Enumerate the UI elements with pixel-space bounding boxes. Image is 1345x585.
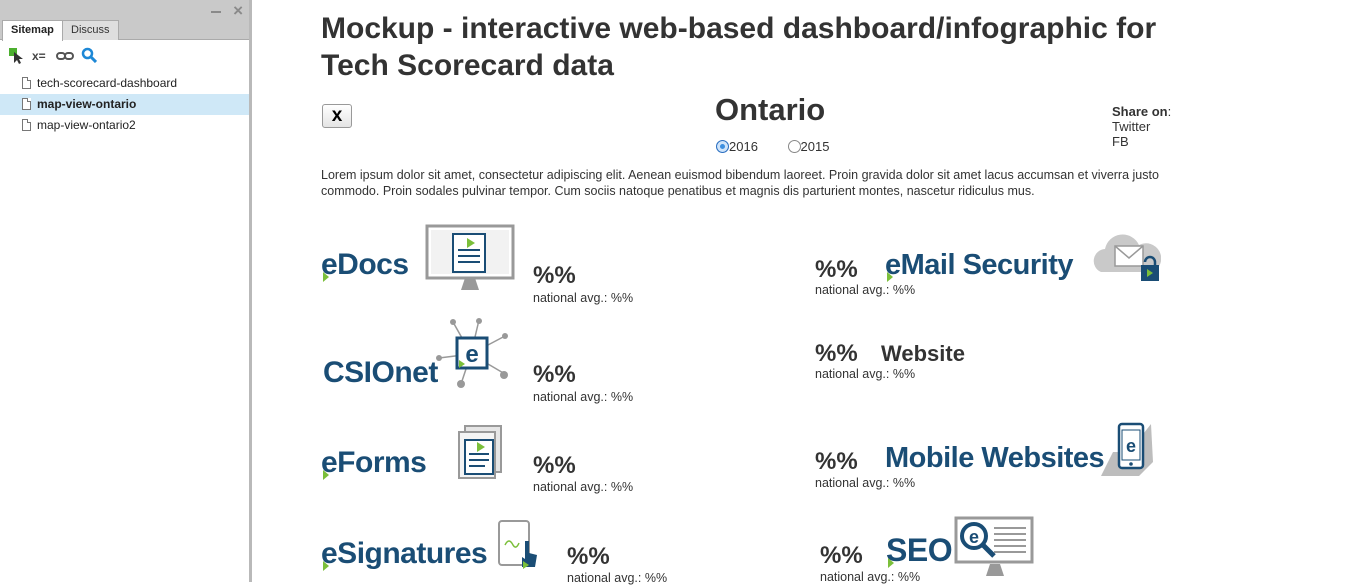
metric-national-avg: national avg.: %% <box>815 283 916 297</box>
description-text: Lorem ipsum dolor sit amet, consectetur … <box>321 168 1159 198</box>
year-selector: 2016 2015 <box>716 139 855 154</box>
sitemap-item-label: map-view-ontario2 <box>37 118 136 132</box>
tablet-signature-icon <box>498 520 537 569</box>
sitemap-tree: tech-scorecard-dashboard map-view-ontari… <box>0 72 249 136</box>
metric-name: eDocs <box>321 248 409 281</box>
metric-value: %% <box>533 361 576 388</box>
panel-header: Sitemap Discuss × <box>0 0 249 41</box>
search-monitor-icon: e <box>954 516 1034 576</box>
chevron-icon <box>887 272 893 282</box>
forms-icon <box>458 425 502 479</box>
metric-value: %% <box>815 256 858 283</box>
share-heading: Share on <box>1112 104 1168 119</box>
metric-email-security[interactable]: %% national avg.: %% eMail Security <box>815 230 1175 302</box>
metric-national-avg: national avg.: %% <box>533 291 634 305</box>
metric-website[interactable]: %% national avg.: %% Website <box>815 336 1115 386</box>
page-icon <box>22 98 31 110</box>
filter-icon[interactable]: x= <box>32 49 46 63</box>
svg-text:e: e <box>1126 436 1136 456</box>
add-page-icon[interactable] <box>9 48 25 64</box>
year-label-2015: 2015 <box>800 139 830 154</box>
sitemap-item-label: map-view-ontario <box>37 97 137 111</box>
metric-national-avg: national avg.: %% <box>533 390 634 404</box>
metric-value: %% <box>567 543 610 570</box>
close-button[interactable]: x <box>322 104 352 128</box>
sitemap-item-label: tech-scorecard-dashboard <box>37 76 178 90</box>
metric-edocs[interactable]: eDocs %% national avg.: %% <box>321 222 661 312</box>
page-icon <box>22 119 31 131</box>
metric-value: %% <box>533 262 576 289</box>
metric-value: %% <box>820 542 863 569</box>
share-panel: Share on: Twitter FB <box>1112 104 1171 149</box>
svg-text:e: e <box>969 527 979 547</box>
email-lock-icon <box>1093 234 1161 281</box>
sitemap-item-map-view-ontario[interactable]: map-view-ontario <box>0 94 249 115</box>
metric-national-avg: national avg.: %% <box>567 571 668 585</box>
year-radio-2016[interactable] <box>716 140 729 153</box>
close-icon[interactable]: × <box>233 1 243 20</box>
chevron-icon <box>323 470 329 480</box>
metric-national-avg: national avg.: %% <box>815 367 916 381</box>
metric-name: eForms <box>321 446 427 479</box>
minimize-icon[interactable] <box>211 5 221 13</box>
year-radio-2015[interactable] <box>787 140 801 153</box>
metric-seo[interactable]: %% national avg.: %% SEO e <box>820 514 1180 584</box>
metric-value: %% <box>815 340 858 367</box>
metric-name: SEO <box>886 532 953 568</box>
region-title: Ontario <box>715 92 826 127</box>
share-colon: : <box>1167 104 1172 119</box>
network-icon: e <box>436 318 508 388</box>
page-title: Mockup - interactive web-based dashboard… <box>321 12 1157 82</box>
metric-csionet[interactable]: CSIOnet e %% national avg.: %% <box>321 318 661 413</box>
share-fb-link[interactable]: FB <box>1112 134 1129 149</box>
search-icon[interactable] <box>81 47 97 63</box>
mobile-phone-icon: e <box>1101 422 1153 476</box>
metric-value: %% <box>815 448 858 475</box>
sitemap-item-tech-scorecard-dashboard[interactable]: tech-scorecard-dashboard <box>0 73 249 94</box>
metric-national-avg: national avg.: %% <box>820 570 921 584</box>
metric-value: %% <box>533 452 576 479</box>
sitemap-item-map-view-ontario2[interactable]: map-view-ontario2 <box>0 115 249 136</box>
year-label-2016: 2016 <box>729 139 758 154</box>
metric-name: Website <box>881 341 965 366</box>
metric-esignatures[interactable]: eSignatures %% national avg.: %% <box>321 515 701 585</box>
page-icon <box>22 77 31 89</box>
tab-sitemap[interactable]: Sitemap <box>2 20 63 41</box>
metric-national-avg: national avg.: %% <box>815 476 916 490</box>
metric-national-avg: national avg.: %% <box>533 480 634 494</box>
chevron-icon <box>323 561 329 571</box>
svg-text:e: e <box>465 341 478 368</box>
metric-name: eMail Security <box>885 249 1074 281</box>
chevron-icon <box>323 272 329 282</box>
link-icon[interactable] <box>56 51 74 61</box>
monitor-document-icon <box>425 224 515 290</box>
metric-name: eSignatures <box>321 537 488 570</box>
chevron-icon <box>888 558 894 568</box>
sitemap-toolbar: x= <box>0 40 249 72</box>
metric-eforms[interactable]: eForms %% national avg.: %% <box>321 420 661 500</box>
page-canvas: Mockup - interactive web-based dashboard… <box>255 0 1345 585</box>
share-twitter-link[interactable]: Twitter <box>1112 119 1151 134</box>
tab-discuss[interactable]: Discuss <box>62 20 119 40</box>
metric-mobile-websites[interactable]: %% national avg.: %% Mobile Websites e <box>815 420 1175 492</box>
sitemap-panel: Sitemap Discuss × x= tech-scorecard-dash… <box>0 0 252 582</box>
metric-name: Mobile Websites <box>885 442 1105 474</box>
metric-name: CSIOnet <box>323 356 438 389</box>
